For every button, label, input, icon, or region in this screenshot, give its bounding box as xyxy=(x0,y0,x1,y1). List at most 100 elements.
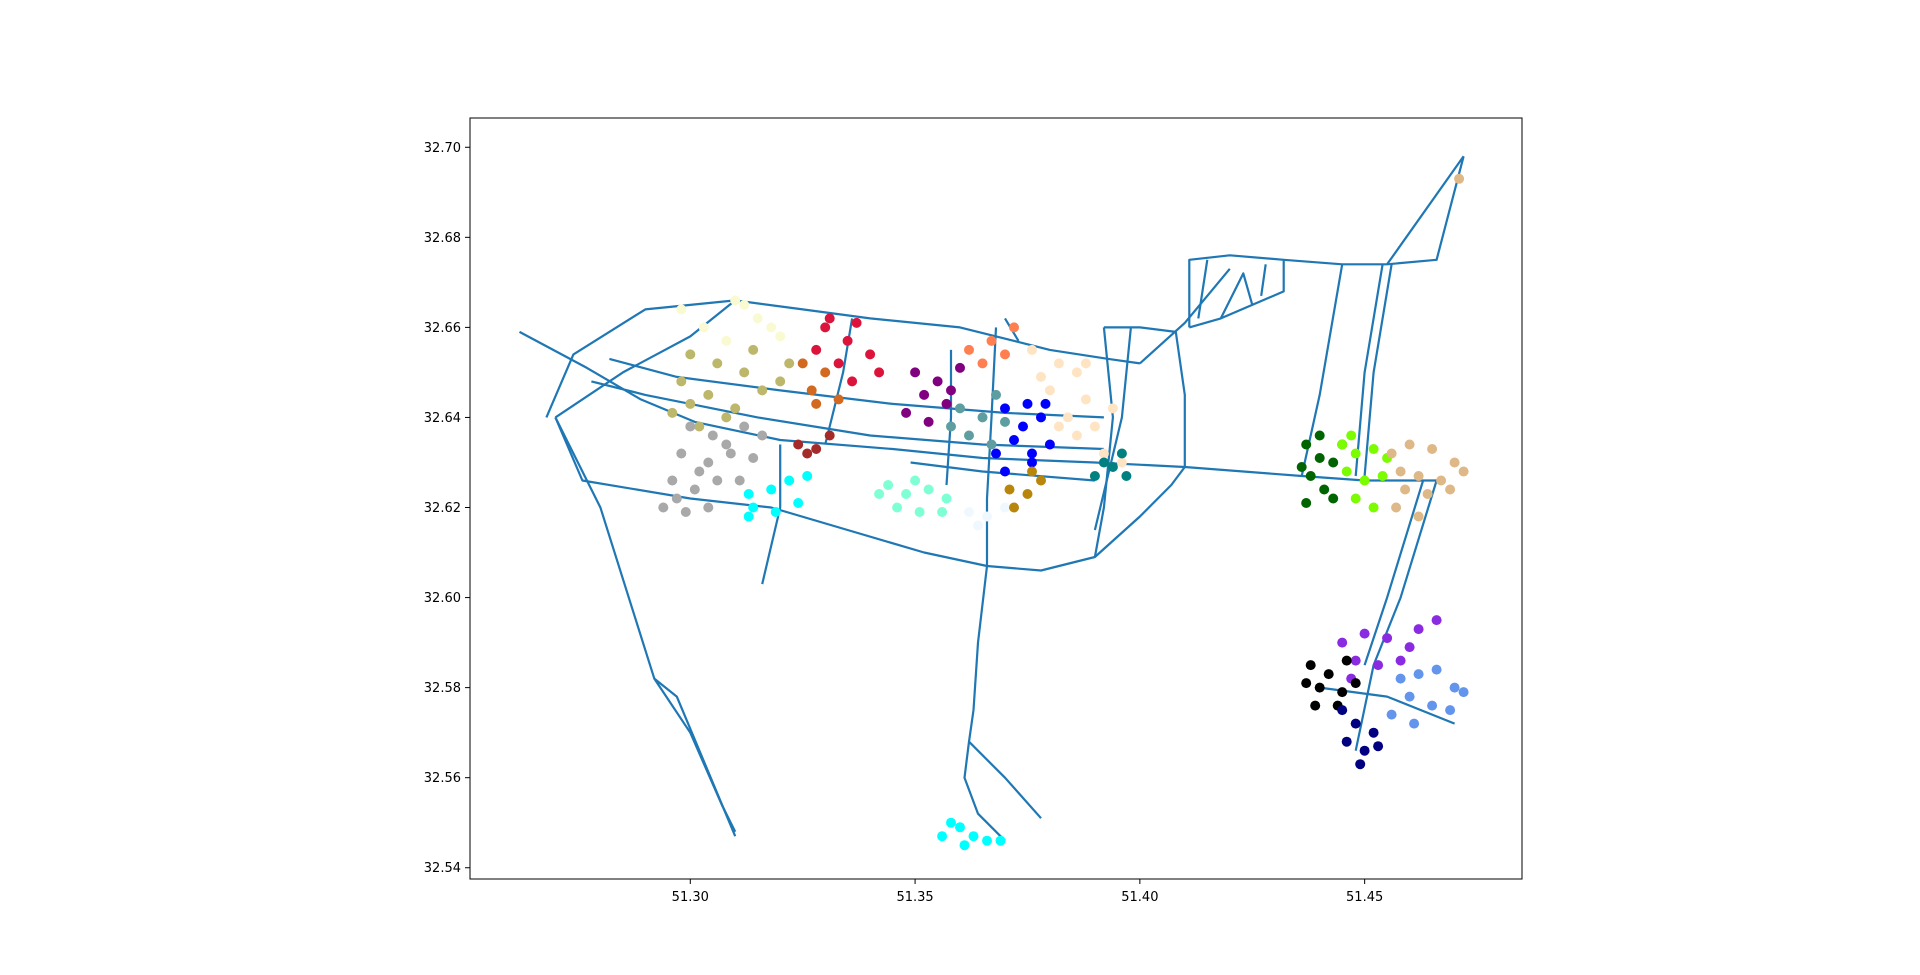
cluster-point xyxy=(1413,669,1424,680)
cluster-point xyxy=(1036,412,1046,423)
cluster-point xyxy=(748,502,759,513)
cluster-point xyxy=(986,439,997,450)
cluster-point xyxy=(1359,745,1370,756)
cluster-point xyxy=(973,520,983,531)
cluster-point xyxy=(865,349,876,360)
cluster-point xyxy=(748,344,759,355)
cluster-point xyxy=(901,407,912,418)
cluster-point xyxy=(1431,664,1442,675)
cluster-point xyxy=(820,367,831,378)
road-line xyxy=(1363,264,1393,477)
cluster-point xyxy=(932,376,943,387)
cluster-point xyxy=(721,412,732,423)
cluster-point xyxy=(1341,655,1352,666)
cluster-point xyxy=(1314,453,1325,463)
cluster-point xyxy=(1395,673,1406,684)
cluster-point xyxy=(1350,718,1361,729)
cluster-point xyxy=(982,835,992,846)
x-tick-label: 51.40 xyxy=(1121,890,1158,905)
cluster-point xyxy=(1027,457,1037,468)
cluster-point xyxy=(806,385,817,396)
road-line xyxy=(968,740,1042,819)
cluster-point xyxy=(1314,430,1325,441)
cluster-point xyxy=(824,430,835,441)
cluster-point xyxy=(811,344,822,355)
road-line xyxy=(653,677,737,837)
cluster-point xyxy=(1413,511,1424,522)
cluster-point xyxy=(1404,691,1415,702)
cluster-point xyxy=(1071,430,1082,441)
cluster-point xyxy=(802,448,813,459)
cluster-point xyxy=(995,835,1006,846)
cluster-point xyxy=(874,367,885,378)
cluster-point xyxy=(775,331,786,342)
cluster-point xyxy=(707,430,718,441)
cluster-point xyxy=(734,475,745,486)
cluster-point xyxy=(766,484,777,495)
cluster-point xyxy=(883,480,894,490)
road-line xyxy=(591,380,1104,451)
cluster-point xyxy=(685,349,696,360)
cluster-point xyxy=(1009,435,1019,445)
cluster-point xyxy=(1341,466,1352,477)
cluster-point xyxy=(1458,687,1469,698)
cluster-point xyxy=(1044,385,1055,396)
cluster-point xyxy=(1337,687,1348,698)
y-tick-label: 32.56 xyxy=(424,771,461,786)
cluster-point xyxy=(1454,173,1465,184)
cluster-point xyxy=(1404,642,1415,653)
cluster-point xyxy=(739,421,750,432)
cluster-point xyxy=(1107,403,1118,414)
y-tick-label: 32.66 xyxy=(424,321,461,336)
cluster-point xyxy=(1395,466,1406,477)
cluster-point xyxy=(1395,655,1406,666)
cluster-point xyxy=(1018,421,1028,432)
cluster-point xyxy=(1305,660,1316,671)
cluster-point xyxy=(1089,421,1100,432)
cluster-point xyxy=(1449,682,1460,693)
cluster-point xyxy=(676,376,687,387)
cluster-point xyxy=(694,466,705,477)
cluster-point xyxy=(1053,358,1064,369)
cluster-point xyxy=(923,484,934,495)
cluster-point xyxy=(703,502,714,513)
cluster-point xyxy=(1431,615,1442,626)
cluster-point xyxy=(1382,633,1393,644)
cluster-point xyxy=(1373,741,1384,752)
y-tick-label: 32.68 xyxy=(424,231,461,246)
cluster-point xyxy=(851,317,862,328)
cluster-point xyxy=(1413,624,1424,635)
cluster-point xyxy=(1445,484,1456,495)
cluster-point xyxy=(919,389,930,400)
cluster-point xyxy=(946,421,956,432)
cluster-point xyxy=(1377,471,1388,481)
cluster-point xyxy=(964,507,974,517)
cluster-point xyxy=(914,507,925,517)
cluster-point xyxy=(820,322,831,333)
y-tick-label: 32.64 xyxy=(424,411,461,426)
cluster-point xyxy=(1368,727,1379,738)
x-tick-label: 51.45 xyxy=(1346,890,1383,905)
cluster-point xyxy=(775,376,786,387)
cluster-point xyxy=(1027,466,1037,477)
x-tick-label: 51.35 xyxy=(896,890,933,905)
cluster-point xyxy=(955,362,965,373)
cluster-point xyxy=(941,493,952,504)
cluster-point xyxy=(784,475,795,486)
cluster-point xyxy=(1400,484,1411,495)
cluster-point xyxy=(1107,462,1118,472)
cluster-point xyxy=(833,358,844,369)
road-line xyxy=(1219,272,1254,319)
plot-frame xyxy=(469,117,1523,880)
road-line xyxy=(1093,327,1132,531)
cluster-point xyxy=(1346,430,1357,441)
cluster-point xyxy=(1044,439,1055,450)
cluster-point xyxy=(1323,669,1334,680)
cluster-point xyxy=(959,840,970,851)
cluster-point xyxy=(1328,493,1339,504)
cluster-point xyxy=(1328,457,1339,468)
cluster-point xyxy=(955,822,965,833)
cluster-point xyxy=(941,398,952,409)
cluster-point xyxy=(1310,700,1321,711)
cluster-point xyxy=(1427,700,1438,711)
